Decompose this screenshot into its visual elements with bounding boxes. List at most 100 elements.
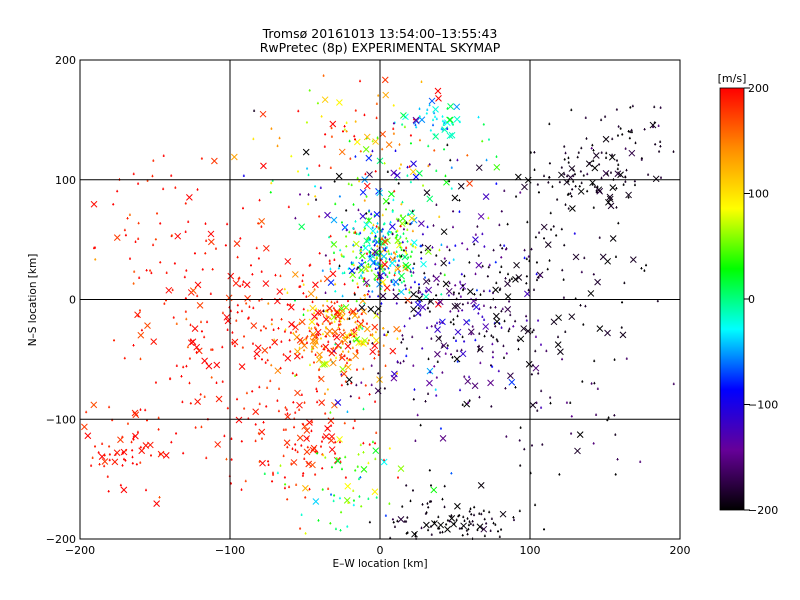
data-point — [180, 375, 183, 378]
data-point — [497, 369, 500, 373]
data-point — [403, 279, 406, 283]
data-point — [382, 234, 385, 238]
data-point — [292, 400, 295, 404]
data-point — [315, 387, 318, 391]
data-point — [365, 284, 368, 288]
data-point — [441, 321, 444, 324]
data-point — [605, 151, 608, 155]
data-point — [598, 163, 601, 166]
data-point — [121, 464, 124, 467]
data-point-cross — [352, 352, 359, 360]
data-point — [315, 296, 318, 299]
data-point — [337, 323, 340, 327]
data-point — [660, 176, 663, 179]
data-point — [494, 260, 497, 264]
data-point — [322, 347, 325, 351]
data-point — [175, 432, 178, 435]
data-point-cross — [574, 447, 581, 455]
data-point — [371, 440, 374, 444]
data-point — [361, 259, 364, 262]
data-point — [302, 307, 305, 311]
data-point — [639, 460, 642, 464]
data-point-cross — [608, 153, 616, 161]
data-point-cross — [211, 157, 218, 165]
data-point — [433, 149, 436, 152]
data-point — [446, 143, 449, 147]
data-point — [131, 455, 134, 459]
data-point — [303, 349, 306, 352]
data-point — [499, 270, 501, 274]
data-point — [474, 338, 477, 342]
data-point-cross — [520, 325, 528, 332]
data-point — [443, 257, 446, 260]
data-point — [215, 381, 218, 385]
data-point-cross — [349, 308, 357, 315]
data-point — [339, 248, 342, 252]
data-point — [672, 150, 675, 153]
data-point — [375, 253, 378, 257]
data-point — [112, 203, 115, 206]
data-point — [592, 442, 595, 445]
data-point-cross — [323, 360, 331, 367]
data-point — [355, 267, 358, 271]
data-point — [532, 328, 535, 332]
data-point — [633, 179, 636, 183]
data-point — [430, 337, 433, 340]
data-point — [380, 264, 383, 267]
data-point-cross — [326, 305, 334, 312]
data-point — [525, 257, 528, 261]
data-point — [604, 115, 607, 118]
data-point-cross — [362, 146, 370, 153]
data-point — [482, 304, 485, 307]
data-point — [494, 306, 497, 309]
data-point-cross — [592, 152, 600, 159]
data-point-cross — [334, 399, 342, 406]
data-point — [138, 309, 141, 312]
data-point — [357, 453, 360, 456]
data-point — [327, 319, 330, 323]
data-point-cross — [150, 338, 158, 346]
data-point — [459, 295, 462, 298]
data-point — [411, 489, 414, 492]
data-point — [193, 251, 196, 255]
data-point — [343, 271, 346, 274]
data-point — [595, 413, 598, 417]
data-point — [483, 517, 486, 521]
data-point — [186, 345, 189, 349]
data-point — [600, 151, 603, 154]
data-point — [537, 191, 540, 194]
data-point — [184, 230, 187, 234]
data-point — [570, 432, 573, 435]
data-point — [384, 249, 387, 252]
data-point — [427, 306, 430, 310]
data-point — [286, 291, 289, 295]
data-point-cross — [309, 461, 316, 469]
data-point — [263, 472, 266, 476]
data-point — [621, 133, 624, 136]
data-point — [427, 144, 430, 148]
data-point-cross — [431, 520, 438, 527]
data-point — [368, 520, 371, 524]
data-point — [351, 346, 354, 349]
data-point — [203, 395, 206, 398]
data-point-cross — [466, 180, 473, 187]
data-point — [585, 137, 588, 140]
data-point-cross — [120, 486, 128, 494]
data-point — [394, 149, 397, 153]
data-point — [412, 364, 415, 367]
data-point — [408, 317, 411, 320]
data-point-cross — [334, 457, 342, 465]
data-point — [495, 182, 498, 185]
data-point-cross — [432, 106, 439, 113]
data-point-cross — [357, 266, 365, 274]
data-point-cross — [363, 221, 370, 229]
data-point — [461, 283, 464, 287]
data-point-cross — [439, 434, 447, 442]
data-point — [468, 399, 471, 402]
data-point — [467, 523, 470, 527]
data-point — [163, 302, 166, 305]
data-point-cross — [604, 329, 611, 337]
data-point — [413, 388, 416, 391]
data-point — [282, 454, 285, 458]
data-point — [452, 258, 455, 261]
